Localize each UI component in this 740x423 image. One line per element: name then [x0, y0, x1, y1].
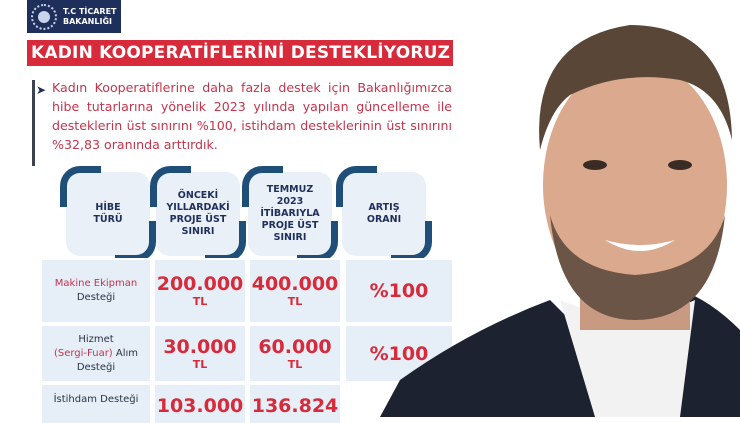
- portrait-photo: [380, 25, 740, 417]
- table-row-2-new: 60.000 TL: [250, 324, 340, 381]
- title-banner: KADIN KOOPERATİFLERİNİ DESTEKLİYORUZ: [27, 40, 453, 66]
- header-grant-type: HİBE TÜRÜ: [60, 166, 156, 262]
- arrow-icon: ➤: [36, 83, 47, 97]
- beard: [550, 215, 725, 320]
- intro-text: Kadın Kooperatiflerine daha fazla destek…: [52, 80, 452, 152]
- logo-line1: T.C TİCARET: [63, 6, 117, 16]
- divider: [32, 80, 35, 166]
- table-row-2-prev: 30.000 TL: [155, 324, 245, 381]
- table-row-3-prev: 103.000: [155, 383, 245, 423]
- header-prev-limit: ÖNCEKİ YILLARDAKİ PROJE ÜST SINIRI: [150, 166, 246, 262]
- table-row-1-type: Makine Ekipman Desteği: [42, 258, 150, 322]
- header-rate: ARTIŞ ORANI: [336, 166, 432, 262]
- table-row-1-prev: 200.000 TL: [155, 258, 245, 322]
- hair: [539, 25, 732, 150]
- table-row-3-new: 136.824: [250, 383, 340, 423]
- ministry-logo: T.C TİCARET BAKANLIĞI: [27, 0, 121, 33]
- face: [543, 60, 727, 310]
- seal-icon: [31, 3, 57, 30]
- table-row-1-new: 400.000 TL: [250, 258, 340, 322]
- table-row-1-rate: %100: [346, 258, 452, 322]
- table-row-3-type: İstihdam Desteği: [42, 383, 150, 423]
- header-new-limit: TEMMUZ 2023 İTİBARIYLA PROJE ÜST SINIRI: [242, 166, 338, 262]
- logo-line2: BAKANLIĞI: [63, 16, 112, 26]
- suit-left: [380, 300, 610, 417]
- table-row-2-type: Hizmet (Sergi-Fuar) Alım Desteği: [42, 324, 150, 381]
